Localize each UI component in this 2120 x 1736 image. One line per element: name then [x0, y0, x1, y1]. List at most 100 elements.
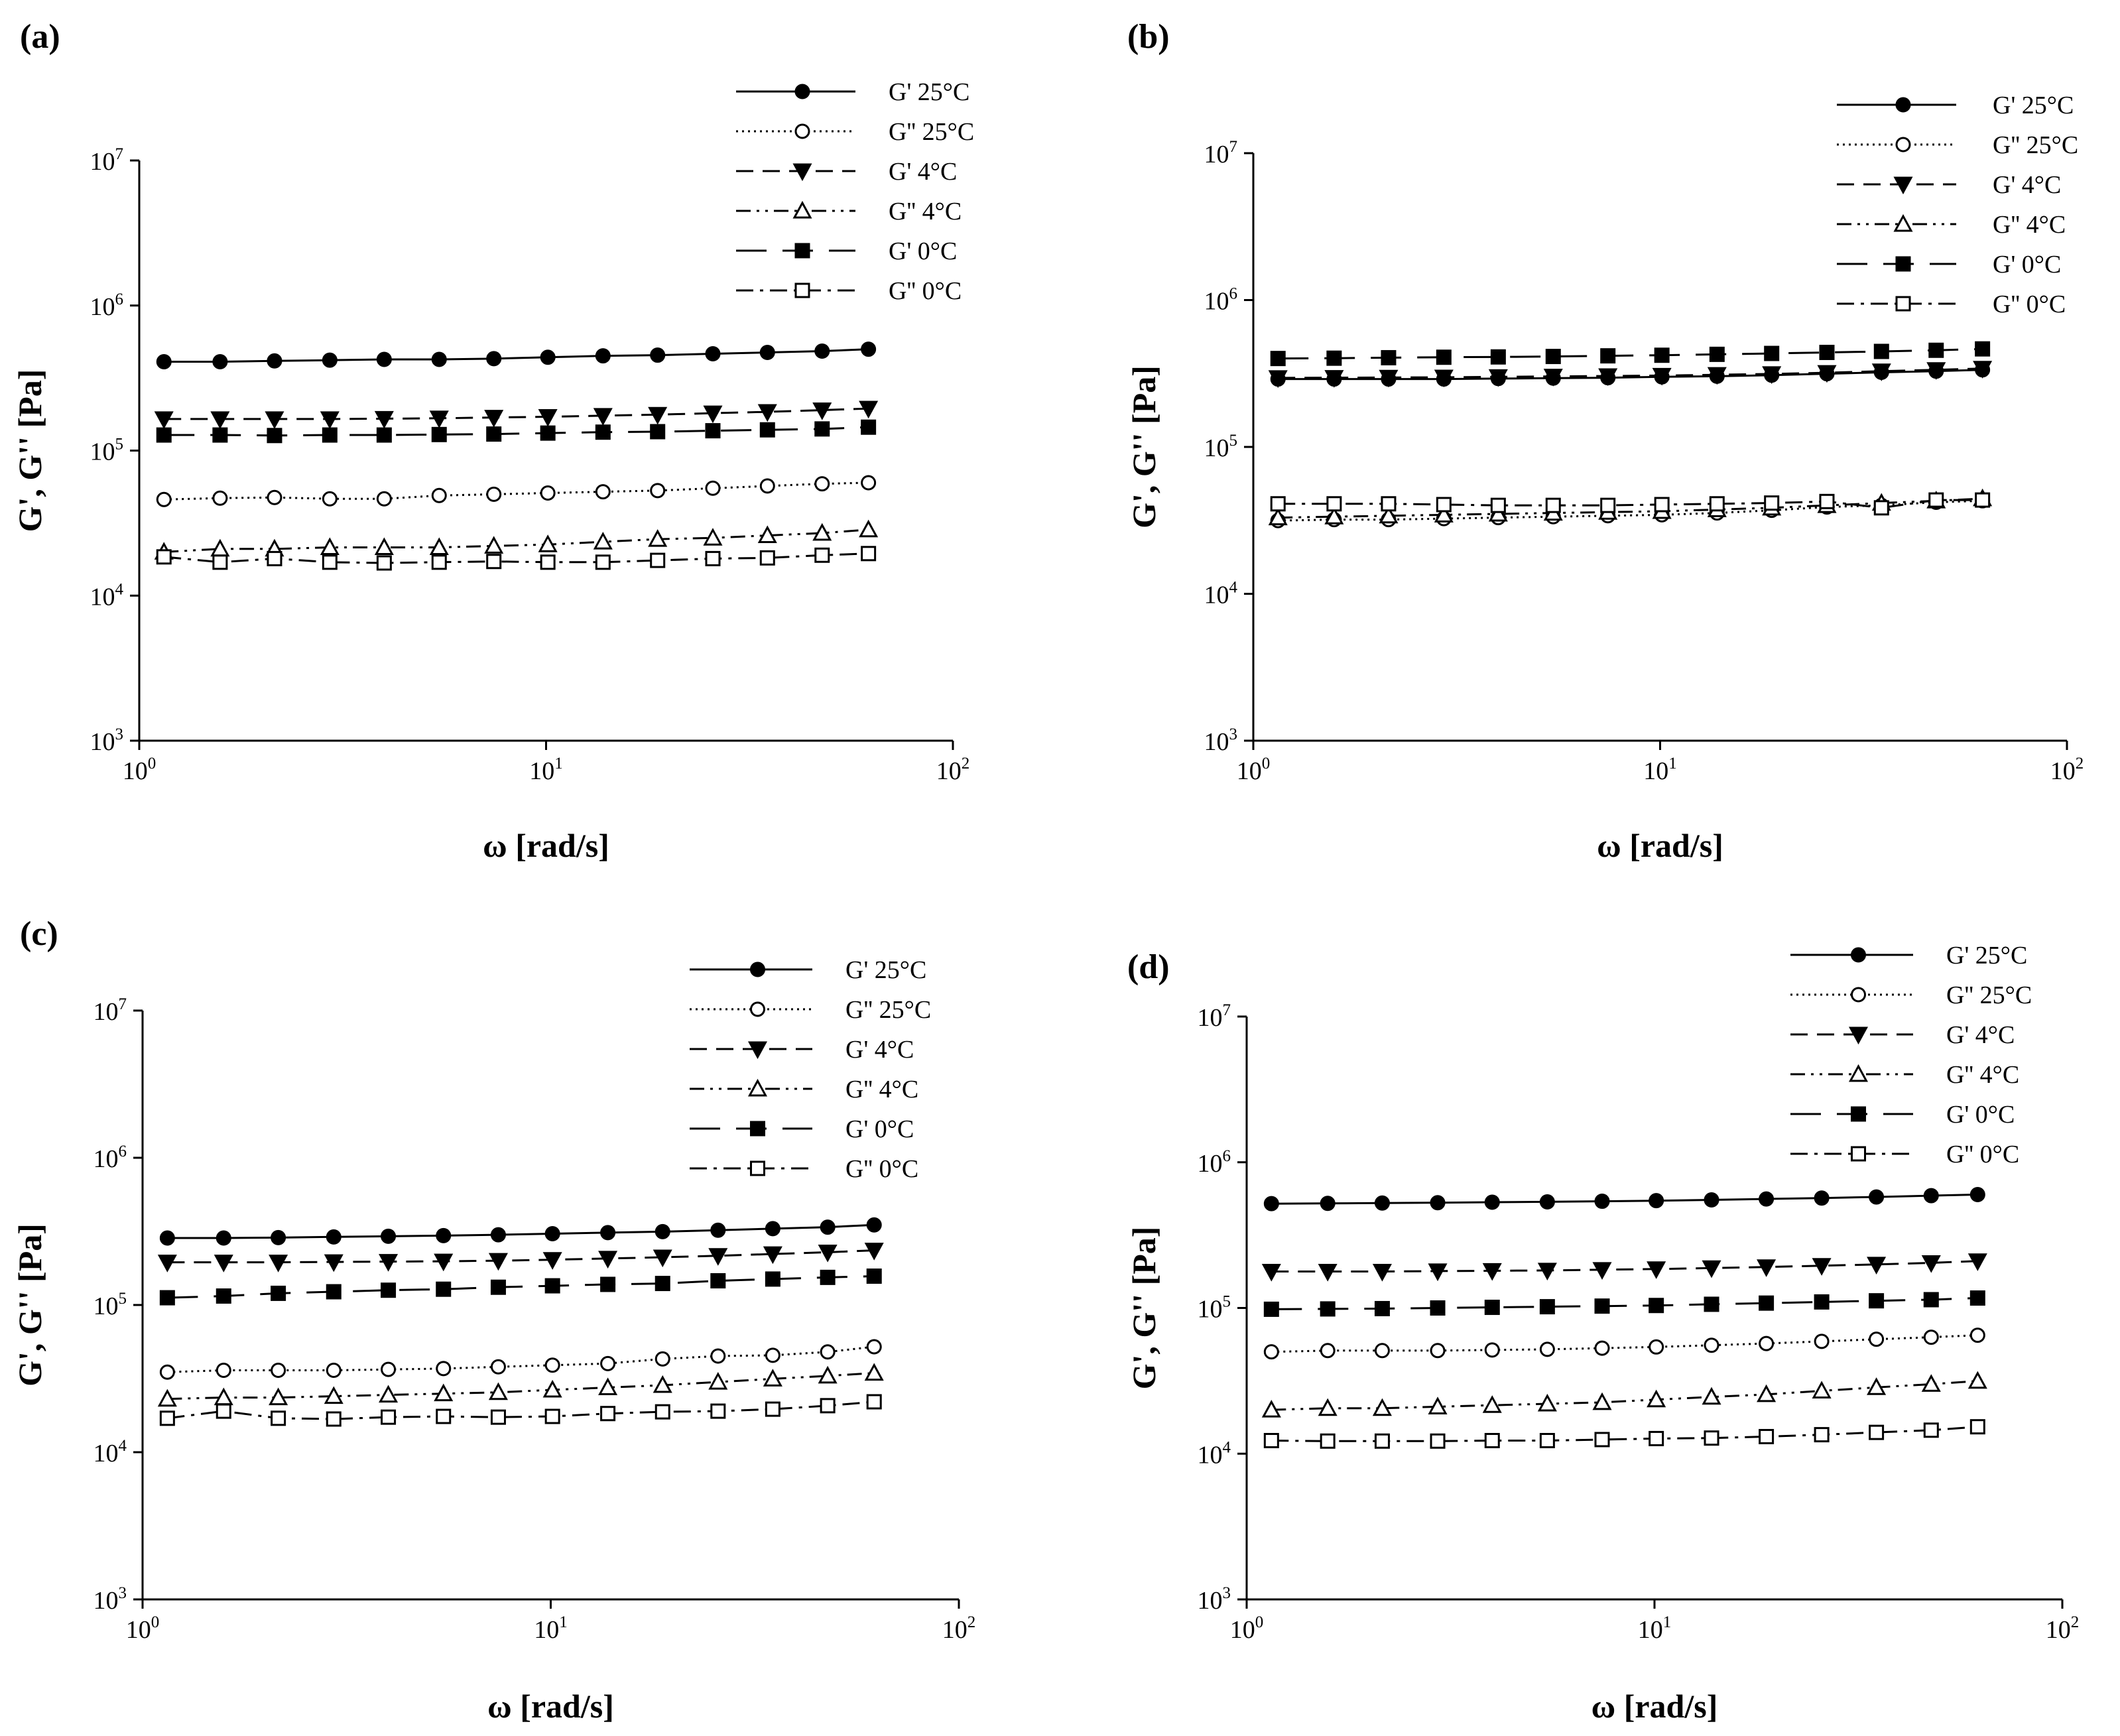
data-point [212, 490, 228, 506]
data-point [1545, 497, 1561, 513]
data-point [1702, 1387, 1721, 1405]
data-point [1649, 1193, 1664, 1209]
data-point [708, 1248, 728, 1266]
legend-marker [747, 1041, 768, 1060]
data-point [379, 1254, 399, 1272]
series-line [1271, 1380, 1978, 1411]
data-point [812, 403, 832, 420]
data-point [648, 406, 668, 425]
data-point [648, 528, 668, 547]
legend-item: G' 0°C [690, 1115, 914, 1143]
data-point [271, 1363, 286, 1379]
series-1 [1263, 1187, 1985, 1211]
data-point [376, 491, 392, 507]
data-point [655, 1404, 670, 1420]
data-point [379, 1385, 399, 1403]
data-point [1268, 370, 1288, 389]
data-point [650, 483, 666, 499]
data-point [705, 423, 721, 439]
series-line [1278, 347, 1983, 360]
data-point [1594, 1298, 1610, 1314]
legend-item: G'' 25°C [690, 996, 931, 1024]
series-line [164, 481, 869, 501]
data-point [1374, 1343, 1390, 1359]
data-point [326, 1411, 342, 1427]
data-point [1594, 1194, 1610, 1209]
data-point [267, 353, 282, 369]
data-point [1869, 1189, 1885, 1205]
series-line [164, 426, 869, 437]
data-point [1539, 1341, 1555, 1357]
data-point [431, 351, 447, 367]
data-point [1757, 1259, 1777, 1277]
x-axis-title: ω [rad/s] [1591, 1688, 1718, 1725]
data-point [866, 1339, 882, 1355]
data-point [1374, 1300, 1390, 1316]
data-point [159, 1364, 175, 1380]
data-point [540, 485, 556, 501]
data-point [1817, 365, 1837, 383]
data-point [1873, 343, 1889, 359]
data-point [1488, 369, 1508, 387]
data-point [488, 1382, 508, 1400]
data-point [1647, 1261, 1666, 1279]
data-point [1652, 367, 1672, 386]
legend-label: G'' 25°C [845, 996, 931, 1024]
data-point [1594, 1340, 1610, 1356]
data-point [376, 427, 392, 443]
legend-marker [1895, 256, 1911, 272]
data-point [322, 491, 338, 507]
data-point [1707, 367, 1727, 385]
data-point [376, 351, 392, 367]
data-point [159, 1410, 175, 1426]
data-point [1762, 366, 1782, 385]
data-point [1923, 1292, 1939, 1308]
y-tick-label: 103 [1198, 1584, 1231, 1615]
chart-panel: (a) 100 101 102 103 104 105 106 107 ω [rad/s] G', … [11, 18, 974, 864]
data-point [710, 1348, 726, 1364]
data-point [653, 1249, 672, 1268]
data-point [1764, 495, 1780, 511]
data-point [429, 410, 449, 428]
legend-item: G'' 25°C [736, 118, 974, 146]
data-point [1704, 1337, 1719, 1353]
legend-item: G'' 0°C [1790, 1141, 2019, 1168]
data-point [763, 1369, 782, 1387]
data-point [861, 341, 877, 357]
x-tick-label: 100 [1237, 755, 1271, 785]
series-line [1278, 369, 1983, 381]
series-5 [156, 419, 877, 444]
data-point [1484, 1194, 1500, 1210]
data-point [1484, 1300, 1500, 1316]
data-point [757, 404, 777, 422]
data-point [1759, 1428, 1775, 1444]
data-point [1543, 369, 1563, 387]
data-point [1270, 351, 1286, 367]
data-point [820, 1269, 836, 1285]
series-1 [156, 341, 877, 369]
data-point [1814, 1427, 1830, 1443]
legend-item: G'' 25°C [1790, 981, 2032, 1009]
legend-item: G'' 4°C [1790, 1061, 2019, 1089]
legend-label: G' 25°C [1946, 942, 2027, 969]
data-point [1819, 493, 1835, 509]
data-point [1537, 1263, 1557, 1281]
series-5 [159, 1269, 882, 1306]
y-tick-label: 105 [90, 436, 124, 466]
data-point [216, 1230, 231, 1246]
legend-marker [794, 282, 810, 298]
legend-marker [747, 1078, 768, 1097]
legend-label: G' 25°C [1993, 92, 2074, 119]
legend-label: G'' 4°C [1993, 211, 2066, 239]
series-line [1271, 1334, 1978, 1353]
data-point [1757, 1384, 1777, 1402]
data-point [759, 478, 775, 494]
data-point [1490, 497, 1506, 513]
legend-item: G' 25°C [736, 78, 969, 106]
data-point [1263, 1196, 1279, 1211]
data-point [710, 1273, 726, 1289]
data-point [434, 1383, 454, 1402]
data-point [1320, 1196, 1336, 1211]
data-point [1600, 497, 1616, 513]
data-point [1647, 1389, 1666, 1408]
